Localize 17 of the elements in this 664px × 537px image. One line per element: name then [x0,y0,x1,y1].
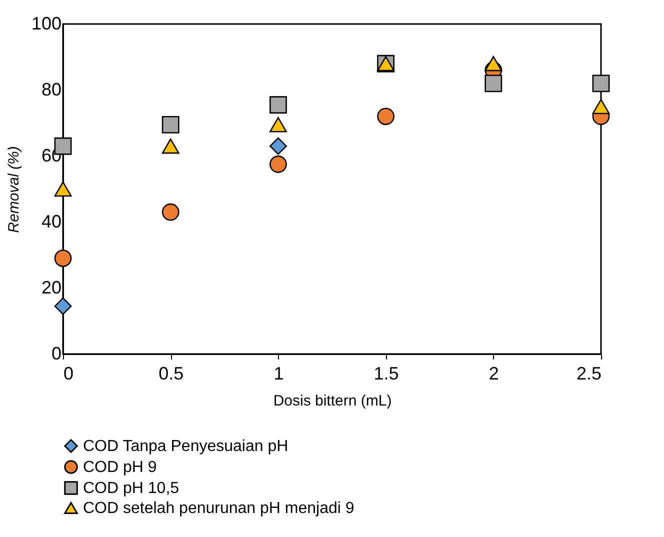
x-axis-title: Dosis bittern (mL) [273,392,392,410]
y-tick-label: 100 [31,14,62,34]
legend-label: COD pH 9 [83,459,157,476]
legend-label: COD setelah penurunan pH menjadi 9 [83,500,354,517]
y-tick-label: 0 [51,344,62,364]
y-axis-title: Removal (%) [5,146,22,233]
y-tick-label: 40 [41,212,62,232]
y-tick-label: 20 [41,278,62,298]
x-tick-label: 1 [274,364,284,384]
x-tick-label: 2 [488,364,499,384]
x-tick-label: 2.5 [576,364,602,384]
x-tick-label: 1.5 [374,364,399,384]
y-tick-label: 80 [41,80,62,100]
x-tick-label: 0 [64,364,74,384]
x-tick-label: 0.5 [158,364,184,384]
legend-label: COD pH 10,5 [83,480,180,497]
legend-label: COD Tanpa Penyesuaian pH [83,438,288,455]
